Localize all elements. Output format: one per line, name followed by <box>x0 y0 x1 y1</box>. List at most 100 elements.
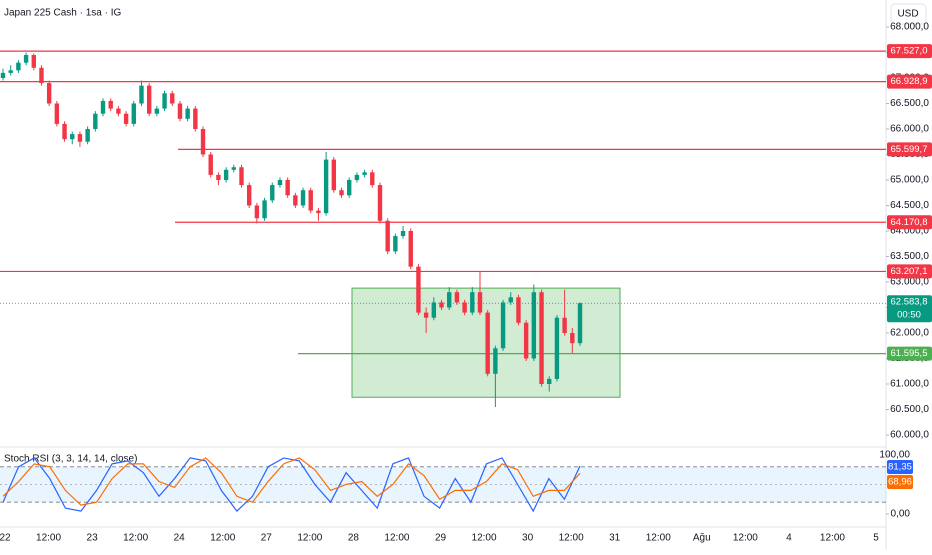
candle-body <box>508 297 513 303</box>
candle-body <box>477 292 483 313</box>
candle-body <box>193 108 198 129</box>
candle-body <box>185 108 190 119</box>
candle-body <box>331 159 337 191</box>
candle-body <box>100 100 106 114</box>
candle-body <box>223 169 229 180</box>
candle-body <box>316 210 321 214</box>
x-tick-label: 12:00 <box>472 533 497 544</box>
candle-body <box>385 220 390 252</box>
x-tick-label: 12:00 <box>123 533 148 544</box>
candle-body <box>0 72 6 78</box>
candle-body <box>85 128 90 142</box>
candle-body <box>293 195 298 206</box>
x-tick-label: 12:00 <box>733 533 758 544</box>
x-tick-label: 23 <box>87 533 99 544</box>
candle-body <box>570 332 575 344</box>
candle-body <box>493 348 498 374</box>
price-tag <box>887 215 932 230</box>
y-tick-label: 68.000,0 <box>890 22 929 33</box>
y-tick-label: 62.000,0 <box>890 328 929 339</box>
x-tick-label: 12:00 <box>210 533 235 544</box>
x-tick-label: 5 <box>873 533 879 544</box>
candle-body <box>123 113 129 124</box>
price-tag-label: 63.207,1 <box>891 266 928 277</box>
candle-body <box>77 134 83 142</box>
candle-body <box>562 317 567 333</box>
candle-body <box>16 62 21 71</box>
candle-body <box>208 154 213 175</box>
candle-body <box>500 302 506 349</box>
candle-body <box>146 85 152 114</box>
candle-body <box>362 172 367 175</box>
y-tick-label: 66.000,0 <box>890 124 929 135</box>
candle-body <box>400 230 406 237</box>
candle-body <box>239 167 244 186</box>
candle-body <box>262 200 267 219</box>
price-tag-label: 65.599,7 <box>891 144 928 155</box>
y-tick-label: 60.000,0 <box>890 430 929 441</box>
candle-body <box>23 55 29 63</box>
stoch-line <box>2 457 581 513</box>
candle-body <box>447 292 452 308</box>
price-tag <box>887 74 932 89</box>
candle-body <box>523 322 529 359</box>
x-tick-label: 4 <box>786 533 792 544</box>
candle-body <box>254 205 260 219</box>
x-tick-label: 27 <box>261 533 273 544</box>
x-tick-label: 12:00 <box>559 533 584 544</box>
currency-button[interactable] <box>890 3 927 25</box>
x-tick-label: 12:00 <box>820 533 845 544</box>
candle-body <box>354 174 360 180</box>
countdown-label: 00:50 <box>897 310 921 321</box>
price-tag-label: 64.170,8 <box>891 217 928 228</box>
candle-body <box>454 292 460 303</box>
price-tag <box>887 44 932 59</box>
value-tag-label: 68,96 <box>888 477 912 488</box>
value-tag <box>887 475 913 489</box>
x-tick-label: 12:00 <box>384 533 409 544</box>
candle-body <box>516 297 521 323</box>
candle-body <box>270 185 275 201</box>
candle-body <box>154 108 160 114</box>
y-tick-label: 60.500,0 <box>890 404 929 415</box>
candle-body <box>70 134 75 140</box>
value-tag <box>887 460 913 474</box>
x-tick-label: 12:00 <box>646 533 671 544</box>
currency-label[interactable]: USD <box>897 9 918 20</box>
price-tag <box>887 142 932 157</box>
candle-body <box>139 85 144 104</box>
candle-body <box>408 230 413 267</box>
y-tick-label: 0,00 <box>891 509 911 520</box>
candle-body <box>300 190 306 206</box>
candle-body <box>539 292 544 385</box>
x-tick-label: 30 <box>522 533 534 544</box>
candle-body <box>370 172 375 186</box>
x-tick-label: 31 <box>609 533 621 544</box>
stoch-line <box>2 457 581 506</box>
last-price-tag <box>887 295 932 323</box>
x-tick-label: 29 <box>435 533 447 544</box>
last-price-label: 62.583,8 <box>891 297 928 308</box>
price-tag <box>887 346 932 361</box>
candle-body <box>339 190 344 196</box>
y-tick-label: 65.000,0 <box>890 175 929 186</box>
x-tick-label: 28 <box>348 533 360 544</box>
price-tag <box>887 264 932 279</box>
candle-body <box>462 302 467 313</box>
candle-body <box>485 312 490 374</box>
indicator-title: Stoch RSI (3, 3, 14, 14, close) <box>4 454 137 465</box>
y-tick-label: 63.000,0 <box>890 277 929 288</box>
candle-body <box>108 100 113 109</box>
price-tag-label: 67.527,0 <box>891 46 928 57</box>
candle-body <box>216 174 221 180</box>
candle-body <box>31 55 36 68</box>
y-tick-label: 61.000,0 <box>890 379 929 390</box>
candle-body <box>439 302 444 308</box>
y-tick-label: 64.000,0 <box>890 226 929 237</box>
candle-body <box>177 103 183 119</box>
y-tick-label: 64.500,0 <box>890 200 929 211</box>
candle-body <box>93 113 98 129</box>
candle-body <box>246 185 252 206</box>
y-tick-label: 66.500,0 <box>890 98 929 109</box>
